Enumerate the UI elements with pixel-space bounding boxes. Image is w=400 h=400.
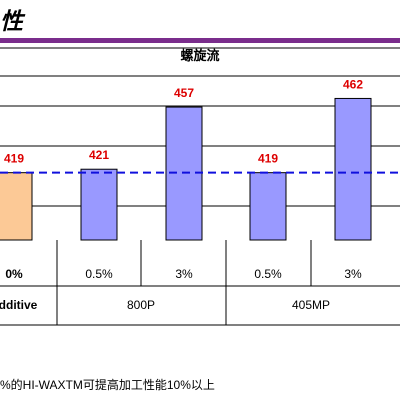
heading-divider xyxy=(0,38,400,43)
category-label-4: 0.5% xyxy=(254,267,282,281)
value-label-1: 419 xyxy=(4,152,24,166)
category-label-2: 0.5% xyxy=(85,267,113,281)
category-label-5: 3% xyxy=(344,267,362,281)
group-label-3: 405MP xyxy=(291,298,331,312)
category-label-3: 3% xyxy=(175,267,193,281)
bar-4 xyxy=(249,172,287,241)
bar-2 xyxy=(80,168,118,241)
value-label-2: 421 xyxy=(89,148,109,162)
footnote: %的HI-WAXTM可提高加工性能10%以上 xyxy=(0,378,215,392)
value-label-4: 419 xyxy=(258,152,278,166)
value-label-5: 462 xyxy=(343,77,363,91)
page-heading: 性 xyxy=(0,9,23,35)
bar-5 xyxy=(334,97,372,241)
group-label-2: 800P xyxy=(126,298,156,312)
value-label-3: 457 xyxy=(174,86,194,100)
bar-1 xyxy=(0,172,33,241)
group-label-1: dditive xyxy=(0,298,38,312)
category-label-1: 0% xyxy=(5,267,23,281)
chart-title: 螺旋流 xyxy=(180,48,219,64)
